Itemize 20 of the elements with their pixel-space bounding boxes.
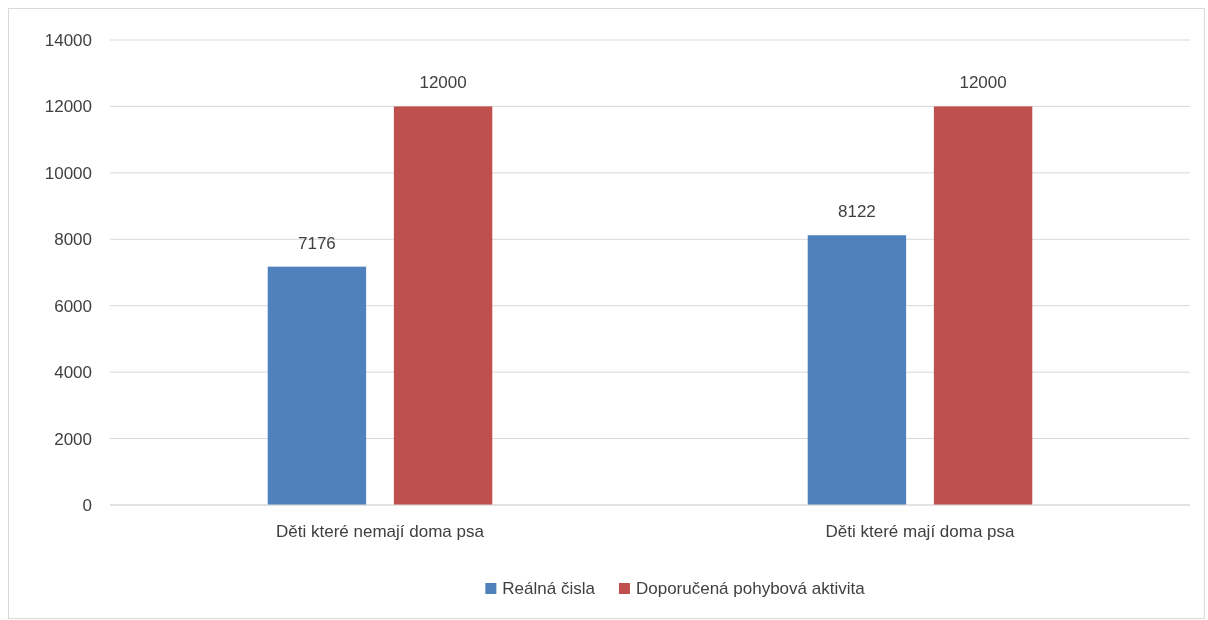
y-tick-label: 0 xyxy=(82,495,92,515)
legend-label: Doporučená pohybová aktivita xyxy=(635,579,866,598)
data-label: 12000 xyxy=(419,73,467,93)
y-tick-label: 6000 xyxy=(54,296,92,316)
y-tick-label: 8000 xyxy=(54,230,92,250)
y-tick-label: 14000 xyxy=(44,30,92,50)
y-tick-label: 2000 xyxy=(54,429,92,449)
y-tick-label: 10000 xyxy=(44,163,92,183)
bar xyxy=(933,106,1033,505)
data-label: 8122 xyxy=(838,202,876,222)
x-tick-label: Děti které nemají doma psa xyxy=(276,522,485,542)
data-label: 12000 xyxy=(959,73,1007,93)
bar xyxy=(267,266,367,505)
bar xyxy=(807,235,907,505)
bar xyxy=(393,106,493,505)
y-tick-label: 12000 xyxy=(44,97,92,117)
y-tick-label: 4000 xyxy=(54,363,92,383)
x-tick-label: Děti které mají doma psa xyxy=(825,522,1016,542)
data-label: 7176 xyxy=(298,233,336,253)
legend-label: Reálná čisla xyxy=(502,579,596,598)
